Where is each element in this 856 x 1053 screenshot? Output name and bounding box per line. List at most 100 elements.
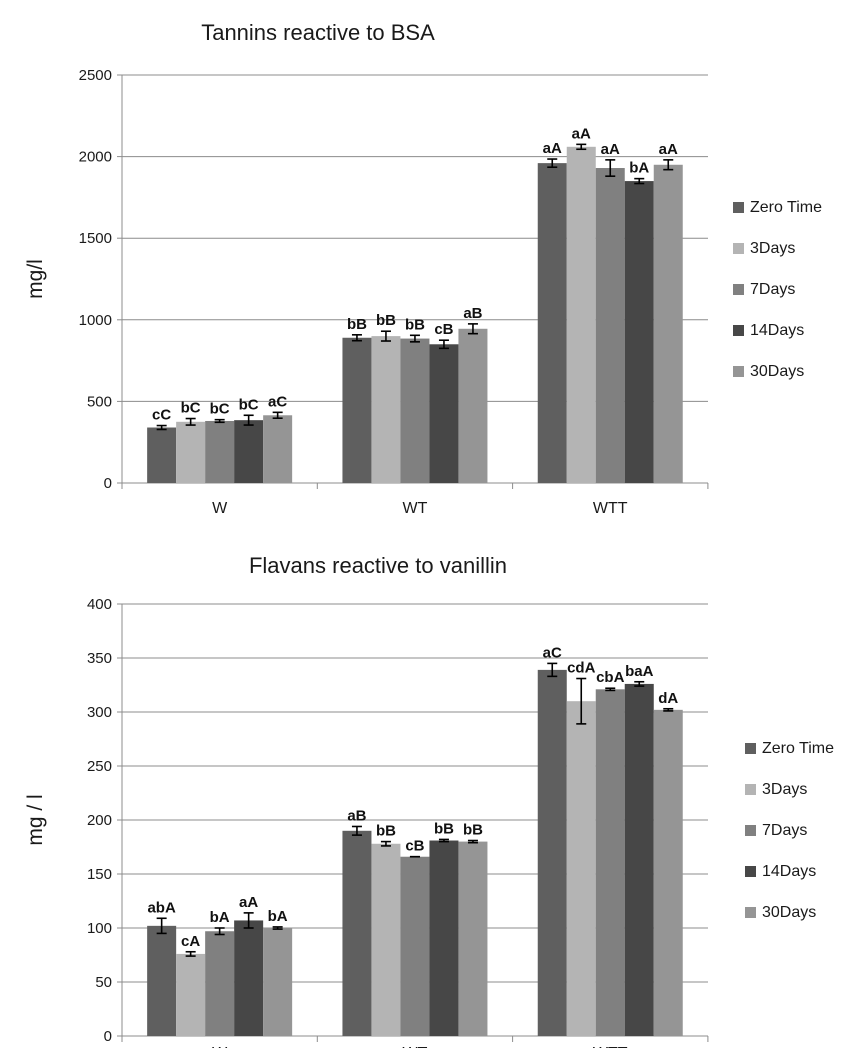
chart1-data-label: aA xyxy=(572,125,591,142)
chart1-legend-swatch xyxy=(733,202,744,213)
chart2-legend-label: 3Days xyxy=(762,781,807,798)
chart1-bar xyxy=(371,336,401,483)
chart2-ytick-label: 350 xyxy=(87,650,112,667)
chart1-data-label: bB xyxy=(347,316,367,333)
chart1-data-label: aA xyxy=(601,141,620,158)
chart2-data-label: cdA xyxy=(567,660,596,677)
chart1-ytick-label: 2500 xyxy=(79,67,112,84)
chart2-bar xyxy=(653,709,683,1036)
chart2-data-label: cB xyxy=(405,838,424,855)
chart1-ytick-label: 0 xyxy=(104,475,112,492)
chart1-data-label: aA xyxy=(543,140,562,157)
chart1-legend-label: 14Days xyxy=(750,322,804,339)
chart2-bar xyxy=(176,953,206,1036)
chart1-data-label: cB xyxy=(434,321,453,338)
chart2-bar xyxy=(537,669,567,1036)
chart1-data-label: aB xyxy=(463,305,482,322)
chart1-bar xyxy=(342,337,372,483)
chart2-legend-label: Zero Time xyxy=(762,740,834,757)
chart2-data-label: bA xyxy=(210,909,230,926)
chart2-ytick-label: 250 xyxy=(87,758,112,775)
chart2-legend-swatch xyxy=(745,743,756,754)
chart2-bar xyxy=(342,830,372,1036)
chart1-bar xyxy=(400,338,430,483)
chart2-bar xyxy=(624,683,654,1036)
chart2-legend-label: 30Days xyxy=(762,904,816,921)
chart2-data-label: dA xyxy=(658,690,678,707)
chart1-title: Tannins reactive to BSA xyxy=(201,20,435,45)
chart1-bar xyxy=(595,168,625,484)
chart2-legend-label: 7Days xyxy=(762,822,807,839)
chart2-ytick-label: 400 xyxy=(87,596,112,613)
chart1-data-label: cC xyxy=(152,407,171,424)
chart2-bar xyxy=(458,841,488,1036)
chart1-ytick-label: 1500 xyxy=(79,230,112,247)
chart2-title: Flavans reactive to vanillin xyxy=(249,553,507,578)
chart1-legend-label: Zero Time xyxy=(750,199,822,216)
chart2-bar xyxy=(263,928,293,1036)
chart1-xtick-label: WT xyxy=(403,500,428,517)
chart1-legend-label: 30Days xyxy=(750,363,804,380)
chart2-ylabel: mg / l xyxy=(24,794,47,845)
chart2-bar xyxy=(205,931,235,1036)
chart1-bar xyxy=(263,415,293,483)
chart1-legend-swatch xyxy=(733,366,744,377)
chart2-ytick-label: 100 xyxy=(87,920,112,937)
chart1-ylabel: mg/l xyxy=(24,259,47,299)
chart1-data-label: bA xyxy=(629,160,649,177)
chart2-ytick-label: 200 xyxy=(87,812,112,829)
chart1-legend-label: 3Days xyxy=(750,240,795,257)
chart2-data-label: bA xyxy=(268,908,288,925)
chart2-data-label: aC xyxy=(543,644,562,661)
chart1-data-label: bB xyxy=(376,312,396,329)
chart2-bar xyxy=(147,925,177,1036)
chart1-legend-label: 7Days xyxy=(750,281,795,298)
chart1-bar xyxy=(176,421,206,483)
chart1-bar xyxy=(653,164,683,483)
chart2-ytick-label: 0 xyxy=(104,1028,112,1045)
chart1-legend-swatch xyxy=(733,325,744,336)
chart1-bar xyxy=(624,181,654,483)
chart1-data-label: bC xyxy=(239,396,259,413)
chart2-legend-label: 14Days xyxy=(762,863,816,880)
chart2-data-label: baA xyxy=(625,663,654,680)
chart2-data-label: bB xyxy=(376,823,396,840)
chart1-bar xyxy=(147,427,177,483)
chart1-ytick-label: 1000 xyxy=(79,312,112,329)
chart1-bar xyxy=(234,420,264,483)
chart2-bar xyxy=(595,689,625,1036)
chart1-data-label: bB xyxy=(405,316,425,333)
chart2-data-label: bB xyxy=(434,820,454,837)
chart1-data-label: aC xyxy=(268,393,287,410)
chart2-ytick-label: 50 xyxy=(95,974,112,991)
chart2-data-label: abA xyxy=(147,899,176,916)
chart2-data-label: cA xyxy=(181,933,200,950)
chart2-ytick-label: 150 xyxy=(87,866,112,883)
chart1-data-label: bC xyxy=(181,400,201,417)
chart2-bar xyxy=(566,701,596,1036)
chart2-bar xyxy=(234,920,264,1036)
chart1-data-label: aA xyxy=(659,141,678,158)
chart1-bar xyxy=(458,328,488,483)
chart2-bar xyxy=(371,843,401,1036)
chart2-data-label: aB xyxy=(347,807,366,824)
chart2-legend-swatch xyxy=(745,866,756,877)
chart2-bar xyxy=(429,840,459,1036)
chart2-data-label: cbA xyxy=(596,669,625,686)
chart1-bar xyxy=(566,146,596,484)
chart1-xtick-label: W xyxy=(212,500,228,517)
chart1-xtick-label: WTT xyxy=(593,500,628,517)
chart2-bar xyxy=(400,856,430,1036)
chart1-ytick-label: 2000 xyxy=(79,149,112,166)
chart2-ytick-label: 300 xyxy=(87,704,112,721)
chart1-bar xyxy=(429,344,459,483)
chart2-legend-swatch xyxy=(745,784,756,795)
chart1-ytick-label: 500 xyxy=(87,393,112,410)
chart2-legend-swatch xyxy=(745,825,756,836)
chart2-legend-swatch xyxy=(745,907,756,918)
chart2-data-label: bB xyxy=(463,822,483,839)
chart1-data-label: bC xyxy=(210,401,230,418)
chart1-legend-swatch xyxy=(733,243,744,254)
